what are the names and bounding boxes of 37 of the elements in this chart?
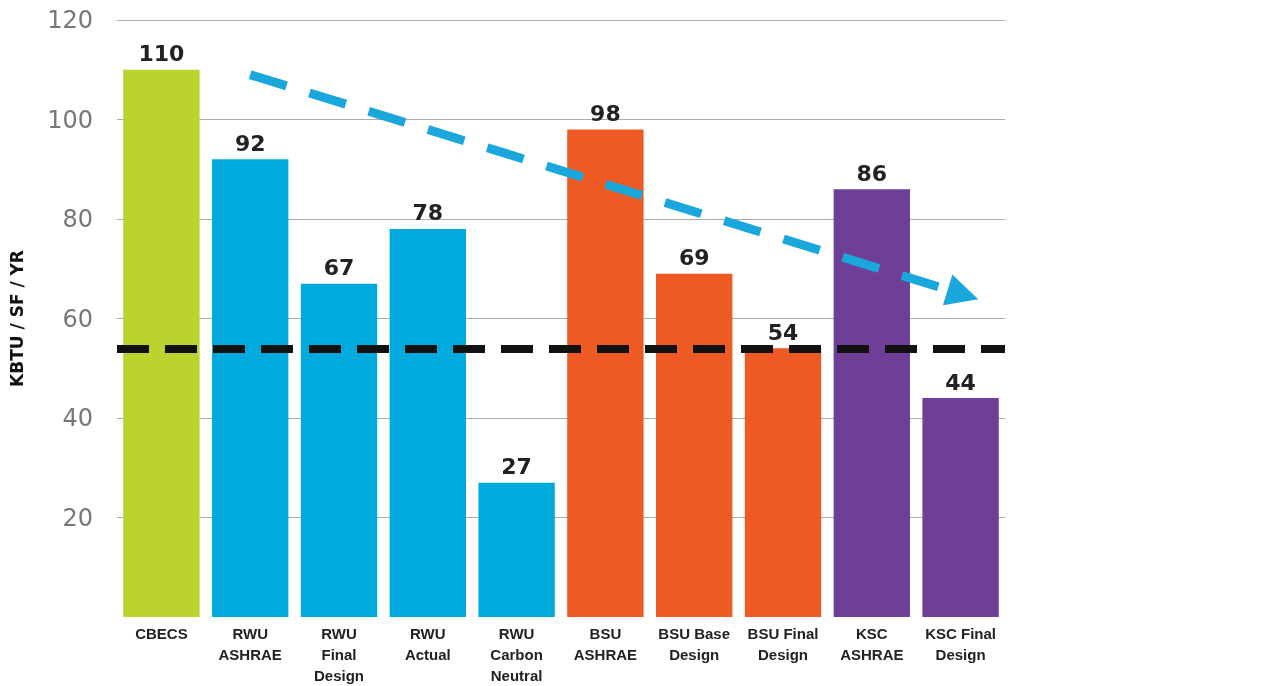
y-tick-label: 20 <box>62 503 93 532</box>
bar <box>922 398 999 617</box>
data-label: 67 <box>323 255 355 281</box>
x-tick-label: KSC ASHRAE <box>840 625 904 663</box>
data-label: 78 <box>412 200 444 226</box>
x-tick-label: BSU ASHRAE <box>573 625 638 663</box>
y-tick-label: 40 <box>62 404 93 432</box>
bar <box>833 189 910 617</box>
bar <box>744 348 822 617</box>
y-axis-title: KBTU / SF / YR <box>6 250 27 387</box>
y-tick-label: 100 <box>47 105 93 134</box>
x-tick-label: RWU ASHRAE <box>218 625 282 663</box>
data-label: 27 <box>501 454 532 480</box>
x-tick-label: RWU Carbon Neutral <box>490 625 543 684</box>
x-tick-label: RWU Actual <box>404 625 451 663</box>
data-label: 110 <box>138 41 185 67</box>
x-tick-label: RWU Final Design <box>313 625 365 684</box>
y-tick-label: 120 <box>47 6 93 34</box>
data-label: 69 <box>678 245 710 271</box>
data-label: 54 <box>767 319 799 345</box>
bar <box>656 273 733 617</box>
x-tick-label: BSU Base Design <box>658 625 731 663</box>
bar <box>478 482 555 617</box>
x-tick-label: CBECS <box>135 625 188 642</box>
data-label: 44 <box>945 369 976 395</box>
x-tick-label: KSC Final Design <box>925 625 997 663</box>
bar <box>389 228 466 617</box>
bar <box>300 283 378 617</box>
bar <box>212 159 289 617</box>
y-tick-label: 80 <box>62 205 93 233</box>
y-tick-label: 60 <box>62 304 93 333</box>
bar <box>567 129 644 617</box>
bar <box>123 69 200 617</box>
data-label: 92 <box>234 130 266 156</box>
data-label: 86 <box>856 160 888 186</box>
data-label: 98 <box>590 100 621 126</box>
x-tick-label: BSU Final Design <box>747 625 819 663</box>
